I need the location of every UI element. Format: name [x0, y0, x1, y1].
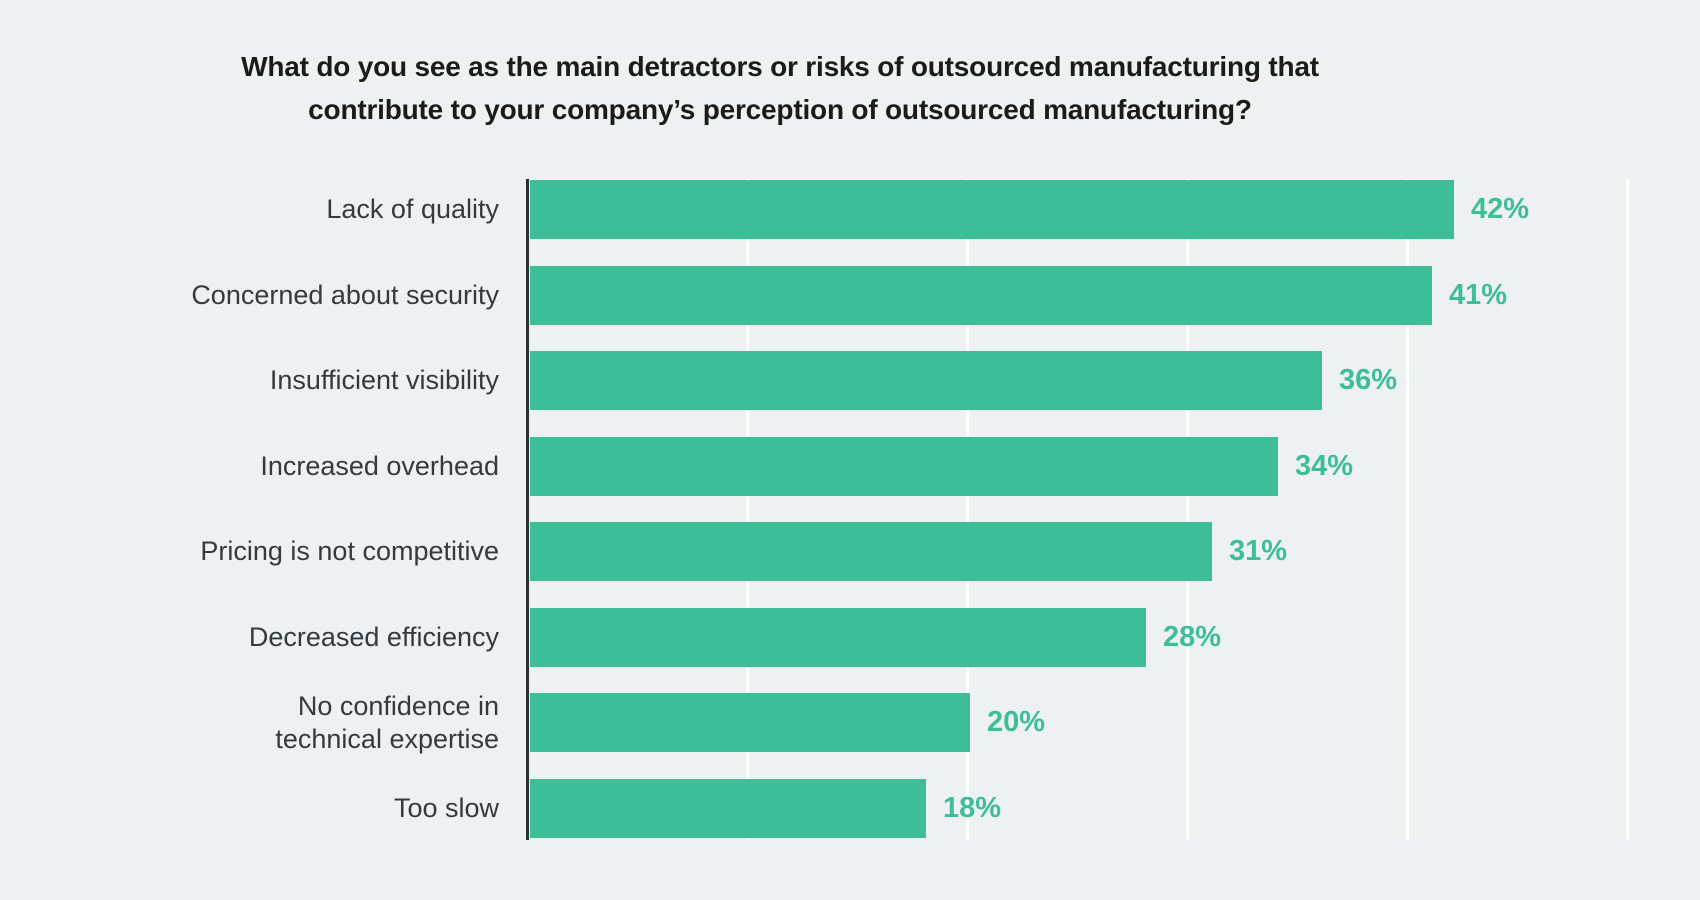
- bar-decreased-efficiency: [530, 608, 1146, 667]
- value-label-decreased-efficiency: 28%: [1163, 621, 1222, 653]
- bar-lack-of-quality: [530, 180, 1454, 239]
- value-label-concerned-about-security: 41%: [1449, 279, 1508, 311]
- category-label-lack-of-quality: Lack of quality: [326, 194, 499, 224]
- gridline-40pct: [1406, 179, 1409, 840]
- category-label-no-confidence-in-technical-expertise: No confidence in technical expertise: [275, 690, 499, 754]
- value-label-insufficient-visibility: 36%: [1339, 364, 1398, 396]
- category-label-concerned-about-security: Concerned about security: [191, 280, 499, 310]
- category-label-decreased-efficiency: Decreased efficiency: [248, 622, 499, 652]
- bar-no-confidence-in-technical-expertise: [530, 693, 970, 752]
- gridline-20pct: [966, 179, 969, 840]
- gridline-50pct: [1626, 179, 1629, 840]
- category-label-too-slow: Too slow: [393, 793, 499, 823]
- gridline-10pct: [746, 179, 749, 840]
- bar-insufficient-visibility: [530, 351, 1322, 410]
- category-label-pricing-is-not-competitive: Pricing is not competitive: [200, 536, 499, 566]
- value-label-pricing-is-not-competitive: 31%: [1229, 535, 1288, 567]
- bar-increased-overhead: [530, 437, 1278, 496]
- chart-title: What do you see as the main detractors o…: [241, 51, 1319, 125]
- value-label-too-slow: 18%: [943, 792, 1002, 824]
- value-label-increased-overhead: 34%: [1295, 450, 1354, 482]
- bar-concerned-about-security: [530, 266, 1432, 325]
- gridline-30pct: [1186, 179, 1189, 840]
- category-label-increased-overhead: Increased overhead: [260, 451, 499, 481]
- bar-too-slow: [530, 779, 926, 838]
- category-label-insufficient-visibility: Insufficient visibility: [269, 365, 499, 395]
- value-label-no-confidence-in-technical-expertise: 20%: [987, 706, 1046, 738]
- y-axis-line: [526, 179, 529, 840]
- value-label-lack-of-quality: 42%: [1471, 193, 1530, 225]
- bar-pricing-is-not-competitive: [530, 522, 1212, 581]
